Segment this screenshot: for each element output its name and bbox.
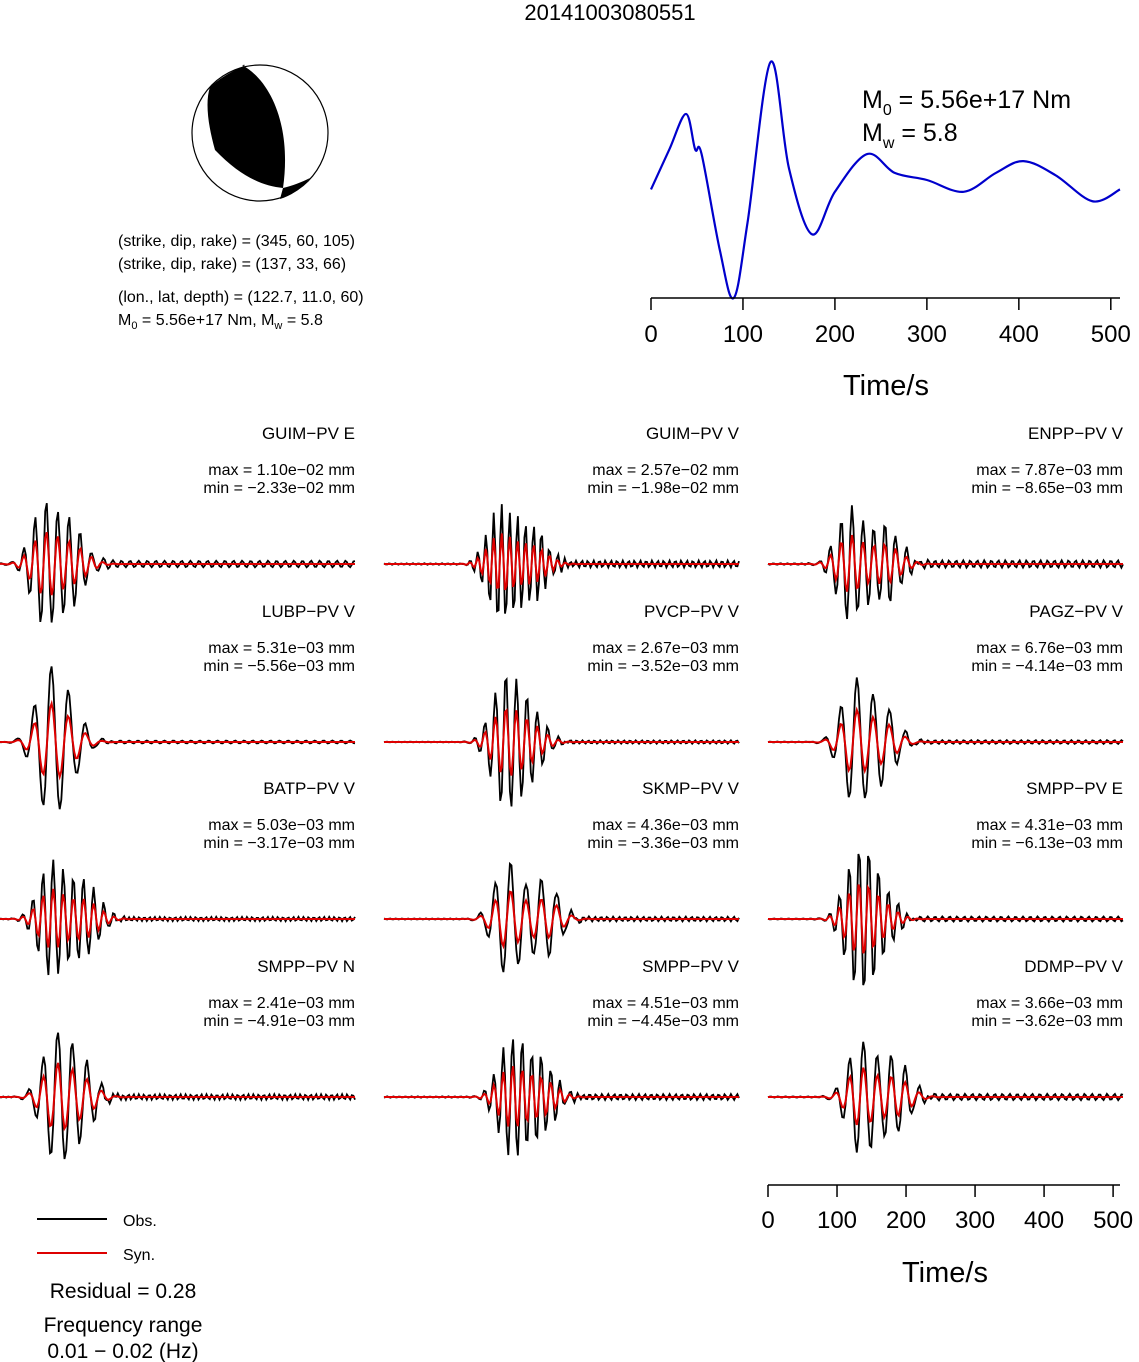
synthetic-waveform-line [768, 706, 1123, 775]
station-max-amplitude: max = 4.51e−03 mm [592, 995, 739, 1012]
waveform-x-tick-label: 200 [886, 1207, 926, 1234]
stf-x-tick-label: 400 [999, 321, 1039, 348]
stf-m0-annotation: M0 = 5.56e+17 Nm [862, 86, 1071, 119]
station-name: DDMP−PV V [1024, 957, 1123, 976]
frequency-range-title: Frequency range [44, 1314, 203, 1337]
station-name: LUBP−PV V [262, 602, 356, 621]
observed-waveform-line [383, 504, 740, 614]
station-max-amplitude: max = 6.76e−03 mm [976, 640, 1123, 657]
station-name: SMPP−PV E [1026, 779, 1123, 798]
synthetic-waveform-line [768, 884, 1123, 954]
figure-title: 20141003080551 [524, 0, 695, 25]
station-min-amplitude: min = −4.91e−03 mm [203, 1013, 355, 1030]
waveform-x-tick-label: 400 [1024, 1207, 1064, 1234]
station-name: GUIM−PV V [646, 424, 740, 443]
synthetic-waveform-line [0, 1062, 355, 1132]
station-max-amplitude: max = 4.31e−03 mm [976, 817, 1123, 834]
station-max-amplitude: max = 5.03e−03 mm [208, 817, 355, 834]
station-min-amplitude: min = −3.36e−03 mm [587, 835, 739, 852]
focal-mechanism-beachball [191, 64, 329, 202]
station-max-amplitude: max = 3.66e−03 mm [976, 995, 1123, 1012]
station-max-amplitude: max = 5.31e−03 mm [208, 640, 355, 657]
station-min-amplitude: min = −3.17e−03 mm [203, 835, 355, 852]
synthetic-waveform-line [0, 888, 355, 948]
station-max-amplitude: max = 2.67e−03 mm [592, 640, 739, 657]
station-name: PAGZ−PV V [1029, 602, 1123, 621]
station-min-amplitude: min = −3.62e−03 mm [971, 1013, 1123, 1030]
station-max-amplitude: max = 4.36e−03 mm [592, 817, 739, 834]
synthetic-waveform-line [0, 531, 355, 596]
stf-series-line [650, 60, 1121, 300]
mechanism-location: (lon., lat, depth) = (122.7, 11.0, 60) [118, 289, 364, 306]
station-min-amplitude: min = −1.98e−02 mm [587, 480, 739, 497]
synthetic-waveform-line [768, 1067, 1123, 1126]
station-name: ENPP−PV V [1028, 424, 1124, 443]
station-name: SMPP−PV N [257, 957, 355, 976]
residual-label: Residual = 0.28 [50, 1280, 197, 1303]
observed-waveform-line [0, 859, 356, 976]
station-name: SMPP−PV V [642, 957, 740, 976]
station-name: GUIM−PV E [262, 424, 355, 443]
station-max-amplitude: max = 1.10e−02 mm [208, 462, 355, 479]
stf-x-tick-label: 200 [815, 321, 855, 348]
station-min-amplitude: min = −8.65e−03 mm [971, 480, 1123, 497]
station-name: PVCP−PV V [644, 602, 740, 621]
legend-syn-label: Syn. [123, 1247, 155, 1264]
beachball-compressional-quadrant [207, 64, 286, 188]
waveform-x-tick-label: 0 [761, 1207, 774, 1234]
waveform-x-tick-label: 500 [1093, 1207, 1133, 1234]
waveform-time-axis: 0 100 200 300 400 500 Time/s [761, 1184, 1133, 1289]
observed-waveform-line [0, 1032, 356, 1160]
station-max-amplitude: max = 7.87e−03 mm [976, 462, 1123, 479]
legend-obs-label: Obs. [123, 1213, 157, 1230]
beachball-compressional-quadrant-lower [280, 178, 310, 199]
stf-x-tick-label: 100 [723, 321, 763, 348]
stf-mw-annotation: Mw = 5.8 [862, 119, 958, 152]
synthetic-waveform-line [384, 708, 739, 776]
source-time-function-plot: 0 100 200 300 400 500 Time/s M0 = 5.56e+17 Nm… [644, 60, 1131, 402]
waveform-x-tick-label: 300 [955, 1207, 995, 1234]
station-name: BATP−PV V [263, 779, 355, 798]
mechanism-plane-1: (strike, dip, rake) = (345, 60, 105) [118, 233, 355, 250]
mechanism-moment: M0 = 5.56e+17 Nm, Mw = 5.8 [118, 312, 323, 332]
stf-x-tick-label: 300 [907, 321, 947, 348]
frequency-range-value: 0.01 − 0.02 (Hz) [47, 1340, 198, 1362]
station-min-amplitude: min = −3.52e−03 mm [587, 658, 739, 675]
waveform-x-axis-label: Time/s [902, 1257, 988, 1289]
station-min-amplitude: min = −2.33e−02 mm [203, 480, 355, 497]
station-max-amplitude: max = 2.57e−02 mm [592, 462, 739, 479]
waveform-x-tick-label: 100 [817, 1207, 857, 1234]
stf-x-tick-label: 0 [644, 321, 657, 348]
station-min-amplitude: min = −4.45e−03 mm [587, 1013, 739, 1030]
synthetic-waveform-line [768, 534, 1123, 592]
synthetic-waveform-line [384, 533, 739, 591]
station-min-amplitude: min = −6.13e−03 mm [971, 835, 1123, 852]
station-name: SKMP−PV V [642, 779, 740, 798]
legend: Obs. Syn. [37, 1213, 157, 1264]
station-min-amplitude: min = −5.56e−03 mm [203, 658, 355, 675]
synthetic-waveform-line [384, 890, 739, 950]
stf-x-axis-label: Time/s [843, 370, 929, 402]
station-min-amplitude: min = −4.14e−03 mm [971, 658, 1123, 675]
station-max-amplitude: max = 2.41e−03 mm [208, 995, 355, 1012]
synthetic-waveform-line [384, 1066, 739, 1127]
mechanism-plane-2: (strike, dip, rake) = (137, 33, 66) [118, 256, 346, 273]
observed-waveform-line [767, 677, 1124, 799]
synthetic-waveform-line [0, 699, 355, 781]
stf-x-tick-label: 500 [1091, 321, 1131, 348]
